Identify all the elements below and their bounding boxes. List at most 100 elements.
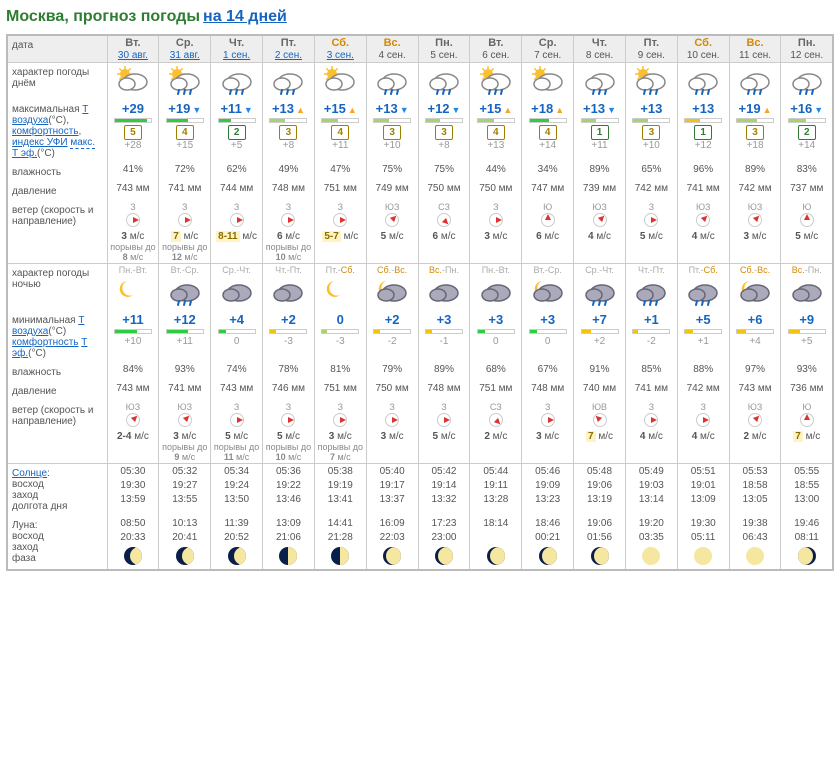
uv-index: 3 — [435, 125, 453, 140]
wind-dir-day: З — [265, 202, 312, 212]
wind-dir-day: ЮЗ — [576, 202, 623, 212]
day-header[interactable]: Пт. 2 сен. — [263, 35, 315, 63]
temp-eff-night: -2 — [369, 336, 416, 347]
night-weather-icon — [528, 299, 568, 310]
day-header[interactable]: Ср. 31 авг. — [159, 35, 211, 63]
humidity-day: 44% — [486, 164, 506, 175]
temp-max: +11 — [213, 101, 260, 116]
wind-speed-day: 5-7 м/с — [317, 231, 364, 242]
night-period: Пн.-Вт. — [110, 265, 157, 275]
sun-times: 05:5318:5813:05 — [732, 465, 779, 507]
humidity-night: 81% — [330, 364, 350, 375]
uv-index: 3 — [746, 125, 764, 140]
moon-times: 19:0601:56 — [576, 517, 623, 545]
night-weather-icon — [165, 299, 205, 310]
temp-min: 0 — [317, 312, 364, 327]
temp-max: +19 — [732, 101, 779, 116]
temp-max: +15 — [472, 101, 519, 116]
moon-times: 11:3920:52 — [213, 517, 260, 545]
day-header: Чт. 8 сен. — [574, 35, 626, 63]
wind-speed-night: 2 м/с — [472, 431, 519, 442]
night-weather-icon — [580, 299, 620, 310]
wind-speed-day: 6 м/с — [421, 231, 468, 242]
temp-eff: +11 — [317, 140, 364, 151]
uv-index: 1 — [694, 125, 712, 140]
wind-icon — [281, 213, 295, 227]
day-header[interactable]: Сб. 3 сен. — [314, 35, 366, 63]
wind-icon — [230, 213, 244, 227]
temp-eff: +8 — [265, 140, 312, 151]
wind-speed-day: 8-11 м/с — [213, 231, 260, 242]
humidity-day: 62% — [227, 164, 247, 175]
temp-max: +29 — [110, 101, 157, 116]
sun-times: 05:3019:3013:59 — [110, 465, 157, 507]
temp-eff-night: +2 — [576, 336, 623, 347]
wind-icon — [541, 213, 555, 227]
night-weather-icon — [631, 299, 671, 310]
pressure-day: 747 мм — [531, 183, 564, 194]
uv-index: 3 — [383, 125, 401, 140]
wind-icon — [593, 413, 607, 427]
moon-times: 18:4600:21 — [524, 517, 571, 545]
pressure-day: 739 мм — [583, 183, 616, 194]
day-header: Пт. 9 сен. — [625, 35, 677, 63]
wind-icon — [178, 413, 192, 427]
day-weather-icon — [113, 88, 153, 99]
humidity-night: 67% — [538, 364, 558, 375]
temp-max: +13 — [369, 101, 416, 116]
wind-dir-night: З — [524, 402, 571, 412]
temp-max: +13 — [680, 101, 727, 116]
night-weather-icon — [113, 299, 153, 310]
sun-times: 05:3219:2713:55 — [161, 465, 208, 507]
day-header[interactable]: Чт. 1 сен. — [211, 35, 263, 63]
uv-index: 3 — [642, 125, 660, 140]
temp-max: +12 — [421, 101, 468, 116]
temp-min: +12 — [161, 312, 208, 327]
wind-icon — [230, 413, 244, 427]
night-period: Ср.-Чт. — [213, 265, 260, 275]
wind-speed-day: 4 м/с — [680, 231, 727, 242]
night-period: Пт.-Сб. — [680, 265, 727, 275]
sun-times: 05:4419:1113:28 — [472, 465, 519, 507]
temp-min: +2 — [369, 312, 416, 327]
wind-speed-day: 5 м/с — [628, 231, 675, 242]
sun-times: 05:4619:0913:23 — [524, 465, 571, 507]
humidity-day: 65% — [641, 164, 661, 175]
day-header[interactable]: Вт. 30 авг. — [107, 35, 159, 63]
temp-eff-night: 0 — [472, 336, 519, 347]
moon-phase-icon — [591, 547, 609, 565]
sun-times: 05:4219:1413:32 — [421, 465, 468, 507]
wind-icon — [489, 213, 503, 227]
wind-dir-night: З — [265, 402, 312, 412]
temp-eff-night: +10 — [110, 336, 157, 347]
moon-times: 18:14 — [472, 517, 519, 545]
wind-speed-day: 6 м/с — [265, 231, 312, 242]
pressure-day: 741 мм — [687, 183, 720, 194]
day-weather-icon — [580, 88, 620, 99]
humidity-day: 89% — [745, 164, 765, 175]
wind-dir-night: З — [213, 402, 260, 412]
pressure-night: 748 мм — [427, 383, 460, 394]
wind-speed-day: 3 м/с — [472, 231, 519, 242]
moon-phase-icon — [383, 547, 401, 565]
subtitle-link[interactable]: на 14 дней — [203, 8, 287, 25]
pressure-day: 750 мм — [427, 183, 460, 194]
temp-eff-night: +4 — [732, 336, 779, 347]
pressure-night: 751 мм — [324, 383, 357, 394]
night-period: Вт.-Ср. — [524, 265, 571, 275]
day-weather-icon — [320, 88, 360, 99]
moon-times: 17:2323:00 — [421, 517, 468, 545]
humidity-day: 75% — [434, 164, 454, 175]
sun-times: 05:3619:2213:46 — [265, 465, 312, 507]
wind-icon — [437, 413, 451, 427]
humidity-day: 96% — [693, 164, 713, 175]
temp-eff: +28 — [110, 140, 157, 151]
moon-times: 13:0921:06 — [265, 517, 312, 545]
uv-index: 5 — [124, 125, 142, 140]
wind-speed-night: 5 м/с — [421, 431, 468, 442]
wind-icon — [281, 413, 295, 427]
day-header: Вт. 6 сен. — [470, 35, 522, 63]
temp-eff: +13 — [472, 140, 519, 151]
wind-speed-night: 7 м/с — [783, 431, 830, 442]
night-period: Ср.-Чт. — [576, 265, 623, 275]
